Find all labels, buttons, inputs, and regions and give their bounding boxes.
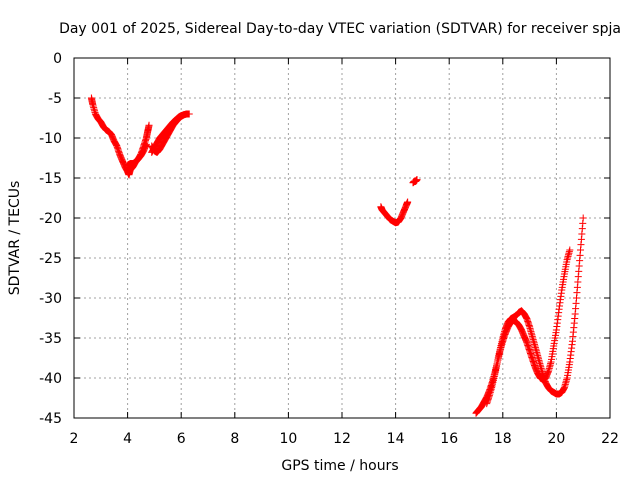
data-point (404, 198, 412, 206)
x-tick-label: 2 (70, 431, 79, 447)
x-tick-label: 6 (177, 431, 186, 447)
series-segment-2 (377, 198, 412, 227)
data-point (185, 110, 193, 118)
series-segment-1d (148, 111, 188, 156)
y-axis-label: SDTVAR / TECUs (7, 181, 23, 296)
grid (74, 58, 610, 418)
y-tick-label: -20 (39, 211, 62, 227)
series-segment-1b (124, 121, 153, 169)
data-point (413, 176, 421, 184)
x-axis-label: GPS time / hours (281, 458, 398, 474)
y-tick-label: -30 (39, 291, 62, 307)
y-tick-label: -40 (39, 371, 62, 387)
data-point (566, 246, 574, 254)
x-tick-label: 12 (333, 431, 351, 447)
x-tick-label: 18 (494, 431, 512, 447)
series-segment-4b (483, 246, 574, 408)
y-tick-label: -45 (39, 411, 62, 427)
series-segment-3 (409, 176, 421, 187)
x-tick-label: 14 (387, 431, 405, 447)
y-tick-label: -10 (39, 131, 62, 147)
series-segment-1a (87, 94, 150, 179)
x-tick-label: 8 (230, 431, 239, 447)
data-points (87, 94, 587, 417)
y-tick-label: -5 (48, 91, 62, 107)
x-tick-label: 22 (601, 431, 619, 447)
x-tick-label: 20 (547, 431, 565, 447)
axis-ticks (73, 57, 611, 419)
x-tick-label: 10 (279, 431, 297, 447)
chart-title: Day 001 of 2025, Sidereal Day-to-day VTE… (59, 21, 621, 37)
data-point (180, 111, 188, 119)
x-tick-label: 16 (440, 431, 458, 447)
y-tick-label: -15 (39, 171, 62, 187)
y-tick-label: -35 (39, 331, 62, 347)
data-point (145, 121, 153, 129)
plot-frame (73, 57, 611, 419)
y-tick-label: 0 (53, 51, 62, 67)
tick-labels: 2 4 6 8 10 12 14 16 18 20 22 0 -5 -10 -15 -20 -25 -30 -35 -… (39, 51, 619, 447)
data-point (579, 214, 587, 222)
x-tick-label: 4 (123, 431, 132, 447)
y-tick-label: -25 (39, 251, 62, 267)
